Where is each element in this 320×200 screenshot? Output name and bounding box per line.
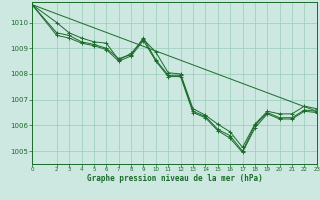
X-axis label: Graphe pression niveau de la mer (hPa): Graphe pression niveau de la mer (hPa) [86,174,262,183]
